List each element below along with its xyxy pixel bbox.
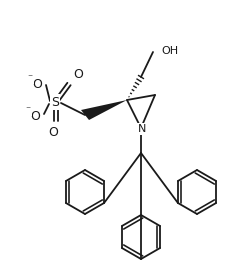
Text: O: O <box>73 69 83 82</box>
Text: O: O <box>32 78 42 91</box>
Text: S: S <box>51 95 59 109</box>
Text: ⁻: ⁻ <box>25 105 30 115</box>
Text: O: O <box>30 110 40 122</box>
Polygon shape <box>81 100 127 120</box>
Text: N: N <box>137 124 146 134</box>
Text: ⁻: ⁻ <box>27 73 33 83</box>
Text: OH: OH <box>160 46 177 56</box>
Text: O: O <box>48 126 58 140</box>
